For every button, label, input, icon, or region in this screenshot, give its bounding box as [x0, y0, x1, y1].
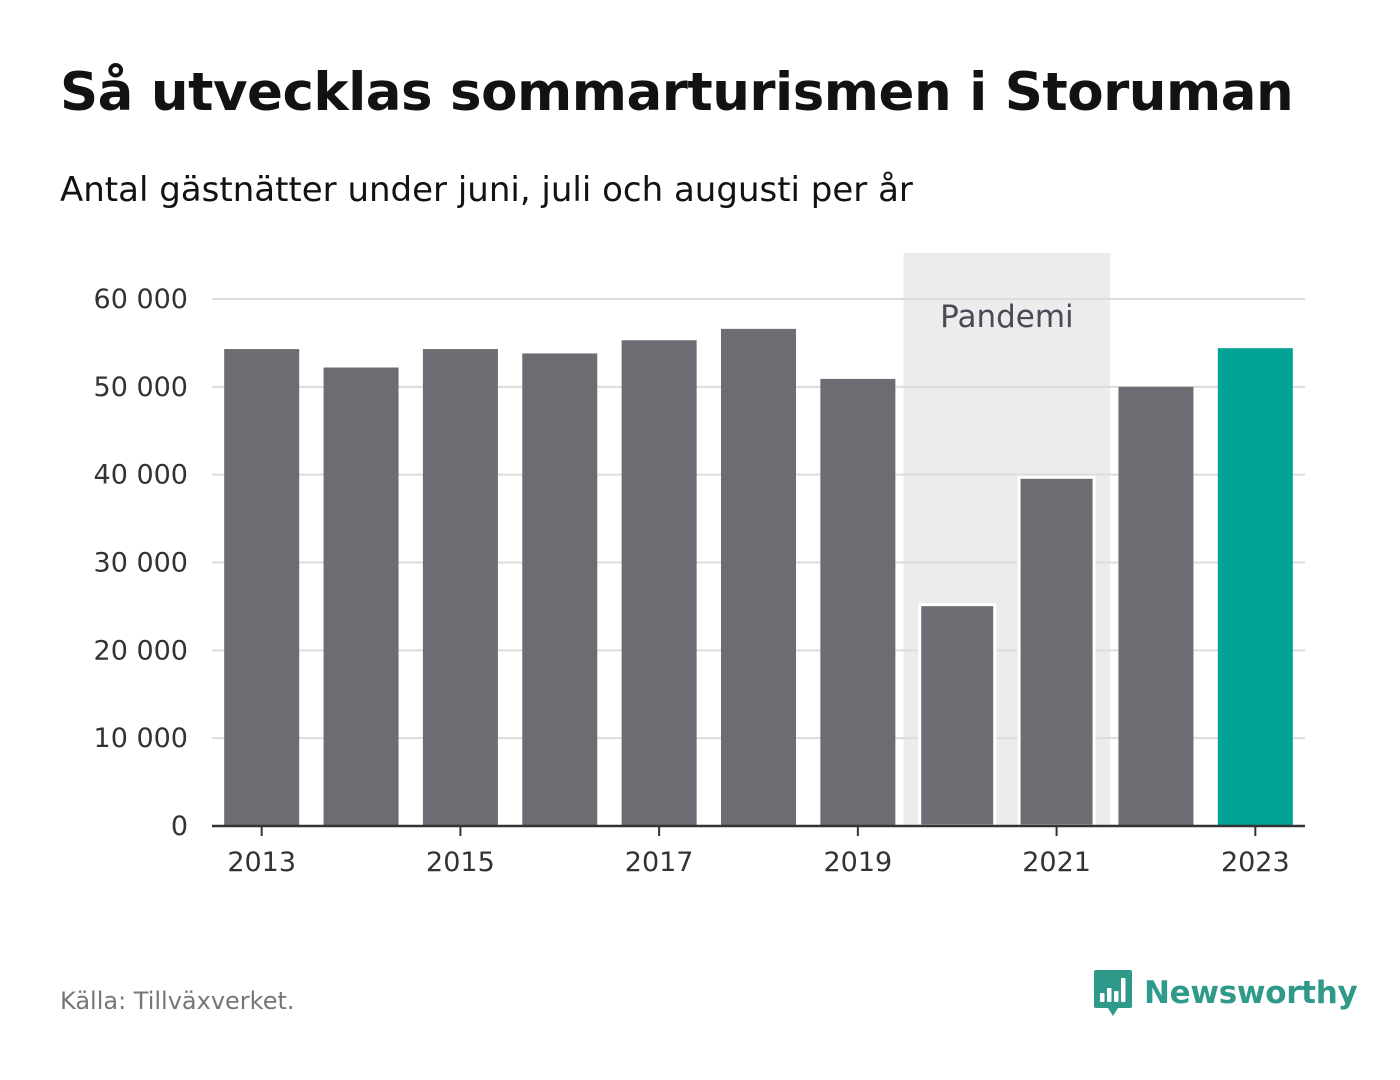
bar-2018: [721, 328, 796, 826]
bar-2021: [1017, 475, 1096, 828]
y-tick-label: 20 000: [94, 635, 188, 666]
x-tick-label: 2017: [625, 847, 694, 878]
x-tick-label: 2023: [1221, 847, 1290, 878]
bar-2022: [1118, 386, 1194, 826]
y-tick-label: 0: [171, 811, 188, 842]
brand-name: Newsworthy: [1144, 975, 1358, 1011]
x-tick-label: 2021: [1022, 847, 1091, 878]
y-tick-label: 50 000: [94, 372, 188, 403]
bar-chart: Pandemi 0 10 000 20 000 30 000 40 000 50 000 60…: [94, 253, 1305, 878]
pandemic-label: Pandemi: [940, 299, 1074, 335]
y-tick-label: 40 000: [94, 460, 188, 491]
x-tick-label: 2013: [227, 847, 296, 878]
x-tick-label: 2015: [426, 847, 495, 878]
bar-2013: [224, 349, 300, 826]
chart-subtitle: Antal gästnätter under juni, juli och au…: [60, 170, 913, 210]
source-note: Källa: Tillväxverket.: [60, 987, 295, 1015]
y-tick-label: 30 000: [94, 548, 188, 579]
newsworthy-logo-icon: [1094, 970, 1132, 1016]
bar-2017: [621, 340, 697, 826]
bar-2020: [918, 603, 997, 828]
chart-title: Så utvecklas sommarturismen i Storuman: [60, 62, 1294, 123]
y-tick-label: 10 000: [94, 723, 188, 754]
brand-logo: Newsworthy: [1092, 968, 1358, 1018]
y-tick-label: 60 000: [94, 284, 188, 315]
x-tick-label: 2019: [824, 847, 893, 878]
bar-2023: [1217, 348, 1293, 826]
bar-2016: [522, 353, 598, 826]
bar-2019: [820, 378, 896, 826]
bar-2014: [323, 367, 399, 826]
bar-2015: [422, 349, 498, 826]
